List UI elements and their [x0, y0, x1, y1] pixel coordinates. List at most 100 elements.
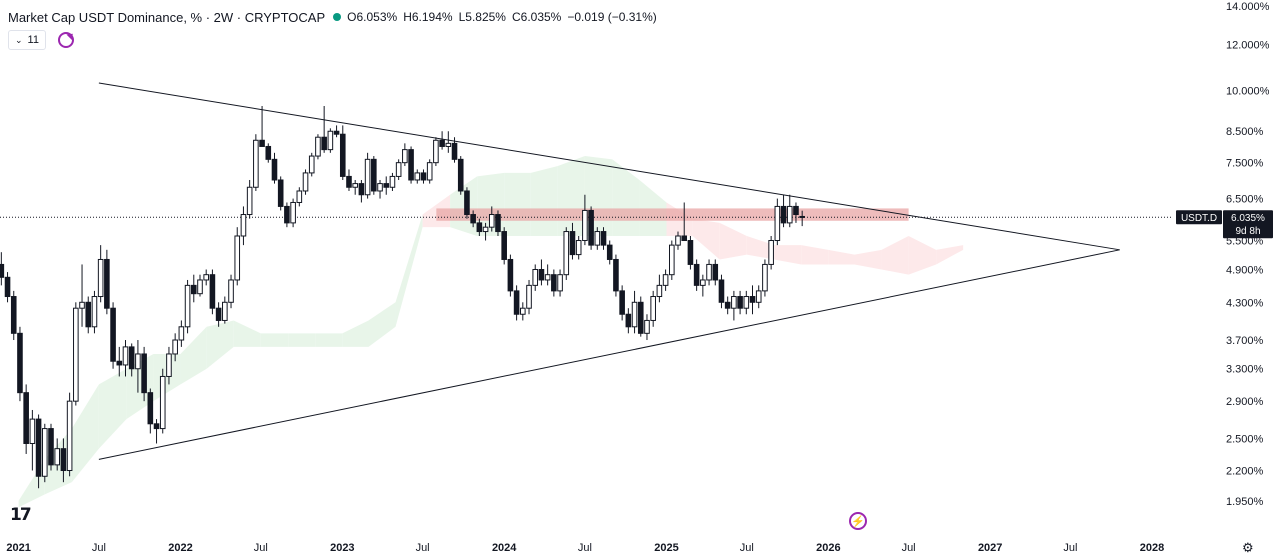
ichimoku-cloud-segment [936, 245, 964, 265]
open-quote: O6.053% [347, 10, 397, 24]
x-axis-tick-label: 2021 [6, 542, 30, 554]
candle-body [54, 448, 61, 466]
candle-body [488, 214, 495, 228]
candle-body [122, 346, 129, 366]
candle-body [240, 214, 247, 237]
y-axis-tick-label: 3.300% [1226, 364, 1264, 376]
candle-body [644, 319, 650, 334]
candle-body [253, 139, 259, 188]
candle-body [755, 290, 762, 303]
x-axis-tick-label: Jul [254, 542, 268, 554]
x-axis-tick-label: Jul [578, 542, 592, 554]
ichimoku-cloud-segment [801, 245, 829, 265]
candle-body [482, 226, 489, 233]
candle-body [457, 158, 464, 192]
candle-body [128, 346, 135, 370]
candle-body [203, 274, 209, 281]
candle-body [563, 231, 570, 276]
y-axis-tick-label: 1.950% [1226, 496, 1264, 508]
y-axis-tick-label: 10.000% [1226, 85, 1270, 97]
lightning-icon[interactable]: ⚡ [849, 512, 867, 530]
candle-body [743, 296, 750, 309]
candle-body [60, 448, 67, 472]
lower-trendline [98, 249, 1120, 460]
indicators-toggle-button[interactable]: ⌄ 11 [8, 30, 46, 50]
candle-body [631, 301, 638, 328]
candle-body [41, 428, 48, 477]
y-axis-tick-label: 6.500% [1226, 194, 1264, 206]
symbol-tag-label: USDT.D [1181, 213, 1217, 224]
candle-body [675, 235, 681, 246]
low-quote: L5.825% [459, 10, 506, 24]
candle-body [799, 215, 805, 218]
candle-body [184, 284, 191, 328]
candle-body [569, 231, 576, 256]
gear-icon[interactable]: ⚙ [1242, 540, 1254, 555]
candle-body [4, 276, 11, 298]
open-value: 6.053% [356, 10, 398, 24]
candle-body [538, 269, 545, 281]
y-axis-tick-label: 5.500% [1226, 236, 1264, 248]
candle-body [284, 205, 290, 224]
ichimoku-cloud-segment [908, 235, 937, 275]
candle-body [712, 263, 719, 281]
candle-body [625, 313, 632, 328]
change-value: −0.019 (−0.31%) [567, 10, 657, 24]
chart-title[interactable]: Market Cap USDT Dominance, % · 2W · CRYP… [8, 9, 326, 25]
x-axis-tick-label: 2022 [168, 542, 192, 554]
candle-body [383, 183, 390, 188]
candle-body [662, 274, 669, 286]
candle-body [10, 296, 17, 334]
x-axis-tick-label: 2025 [654, 542, 678, 554]
candle-body [389, 175, 396, 188]
last-price-value: 6.035% [1231, 213, 1265, 224]
candle-body [613, 258, 619, 292]
candle-body [110, 307, 116, 362]
y-axis-tick-label: 4.300% [1226, 297, 1264, 309]
candle-body [91, 296, 98, 328]
refresh-icon[interactable] [57, 32, 74, 48]
candle-body [780, 205, 787, 224]
candle-body [346, 175, 352, 188]
indicator-controls: ⌄ 11 [8, 30, 74, 50]
candle-body [296, 190, 303, 203]
candle-body [116, 360, 123, 366]
candle-body [73, 307, 79, 402]
candle-body [190, 284, 197, 295]
candle-body [445, 142, 452, 147]
candle-body [371, 158, 377, 192]
candle-body [532, 269, 539, 286]
ichimoku-cloud-segment [828, 249, 855, 265]
candle-body [687, 240, 694, 265]
candle-body [637, 301, 644, 334]
candle-body [588, 209, 594, 246]
candle-body [433, 139, 439, 164]
y-axis-tick-label: 2.200% [1226, 466, 1264, 478]
candle-body [209, 274, 216, 309]
ichimoku-cloud-segment [746, 235, 775, 260]
tradingview-logo-icon[interactable]: 17 [10, 505, 32, 525]
candle-body [414, 172, 421, 181]
candle-body [333, 130, 340, 135]
candle-body [507, 258, 514, 292]
candle-body [215, 307, 222, 321]
candle-body [420, 172, 427, 181]
candle-body [700, 279, 706, 286]
open-label: O [347, 10, 357, 24]
x-axis-tick-label: 2023 [330, 542, 354, 554]
ichimoku-cloud-segment [530, 166, 558, 236]
candle-body [768, 240, 774, 265]
ichimoku-cloud-segment [854, 249, 882, 270]
y-axis-tick-label: 14.000% [1226, 1, 1270, 13]
candle-body [172, 339, 178, 355]
candle-body [464, 190, 470, 216]
candle-body [358, 183, 365, 196]
candle-body [364, 158, 371, 196]
ichimoku-cloud-segment [368, 302, 396, 347]
x-axis-tick-label: Jul [416, 542, 430, 554]
candle-body [290, 201, 296, 224]
y-axis-tick-label: 2.500% [1226, 433, 1264, 445]
candle-body [762, 263, 768, 292]
candle-body [17, 332, 23, 394]
